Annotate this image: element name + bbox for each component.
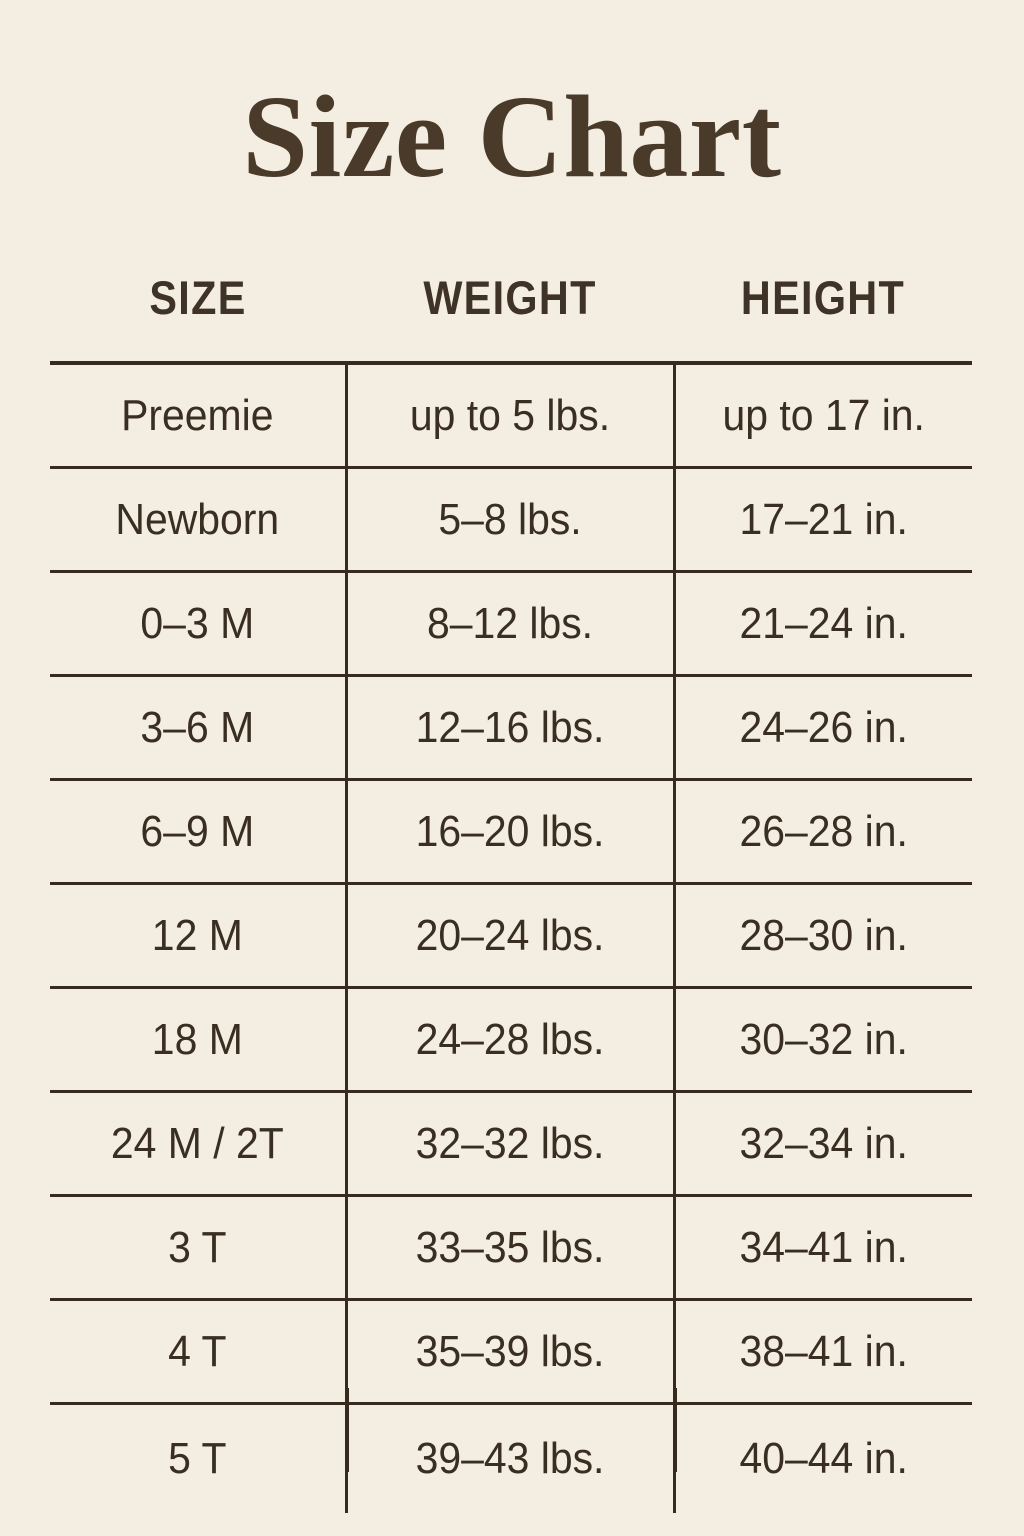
cell-weight: 5–8 lbs. — [356, 466, 663, 572]
table-row: 12 M 20–24 lbs. 28–30 in. — [50, 882, 972, 988]
cell-size: 3–6 M — [60, 674, 336, 780]
table-row: Preemie up to 5 lbs. up to 17 in. — [50, 361, 972, 468]
column-header-height: HEIGHT — [740, 271, 906, 324]
cell-height: 32–34 in. — [683, 1090, 962, 1196]
table-row: 18 M 24–28 lbs. 30–32 in. — [50, 986, 972, 1092]
table-row: 24 M / 2T 32–32 lbs. 32–34 in. — [50, 1090, 972, 1196]
cell-size: 18 M — [60, 986, 336, 1092]
table-row: 5 T 39–43 lbs. 40–44 in. — [50, 1402, 972, 1513]
size-chart-table: SIZE WEIGHT HEIGHT Preemie up to 5 lbs. … — [50, 270, 972, 1513]
cell-size: Newborn — [60, 466, 336, 572]
size-chart-table-wrapper: SIZE WEIGHT HEIGHT Preemie up to 5 lbs. … — [50, 270, 972, 1513]
cell-height: 21–24 in. — [683, 570, 962, 676]
cell-height: 30–32 in. — [683, 986, 962, 1092]
cell-size: 24 M / 2T — [60, 1090, 336, 1196]
cell-size: 5 T — [60, 1402, 336, 1513]
cell-weight: 35–39 lbs. — [356, 1298, 663, 1404]
table-row: 6–9 M 16–20 lbs. 26–28 in. — [50, 778, 972, 884]
table-row: Newborn 5–8 lbs. 17–21 in. — [50, 466, 972, 572]
page-title: Size Chart — [242, 71, 782, 202]
column-header-weight: WEIGHT — [423, 271, 597, 324]
cell-weight: 12–16 lbs. — [356, 674, 663, 780]
cell-weight: 33–35 lbs. — [356, 1194, 663, 1300]
cell-size: 0–3 M — [60, 570, 336, 676]
cell-height: 34–41 in. — [683, 1194, 962, 1300]
cell-size: 6–9 M — [60, 778, 336, 884]
cell-weight: 8–12 lbs. — [356, 570, 663, 676]
cell-weight: 16–20 lbs. — [356, 778, 663, 884]
cell-weight: 39–43 lbs. — [356, 1402, 663, 1513]
cell-height: 38–41 in. — [683, 1298, 962, 1404]
column-header-size: SIZE — [149, 271, 247, 324]
cell-height: 40–44 in. — [683, 1402, 962, 1513]
cell-size: 3 T — [60, 1194, 336, 1300]
table-row: 4 T 35–39 lbs. 38–41 in. — [50, 1298, 972, 1404]
cell-weight: 20–24 lbs. — [356, 882, 663, 988]
cell-weight: up to 5 lbs. — [356, 361, 663, 468]
cell-height: 17–21 in. — [683, 466, 962, 572]
cell-size: 4 T — [60, 1298, 336, 1404]
cell-height: up to 17 in. — [683, 361, 962, 468]
table-header-row: SIZE WEIGHT HEIGHT — [50, 270, 972, 363]
table-body: Preemie up to 5 lbs. up to 17 in. Newbor… — [50, 361, 972, 1513]
cell-size: 12 M — [60, 882, 336, 988]
table-row: 3 T 33–35 lbs. 34–41 in. — [50, 1194, 972, 1300]
cell-height: 28–30 in. — [683, 882, 962, 988]
table-header: SIZE WEIGHT HEIGHT — [50, 270, 972, 363]
cell-weight: 32–32 lbs. — [356, 1090, 663, 1196]
cell-weight: 24–28 lbs. — [356, 986, 663, 1092]
cell-height: 26–28 in. — [683, 778, 962, 884]
cell-height: 24–26 in. — [683, 674, 962, 780]
table-row: 0–3 M 8–12 lbs. 21–24 in. — [50, 570, 972, 676]
table-row: 3–6 M 12–16 lbs. 24–26 in. — [50, 674, 972, 780]
cell-size: Preemie — [60, 361, 336, 468]
